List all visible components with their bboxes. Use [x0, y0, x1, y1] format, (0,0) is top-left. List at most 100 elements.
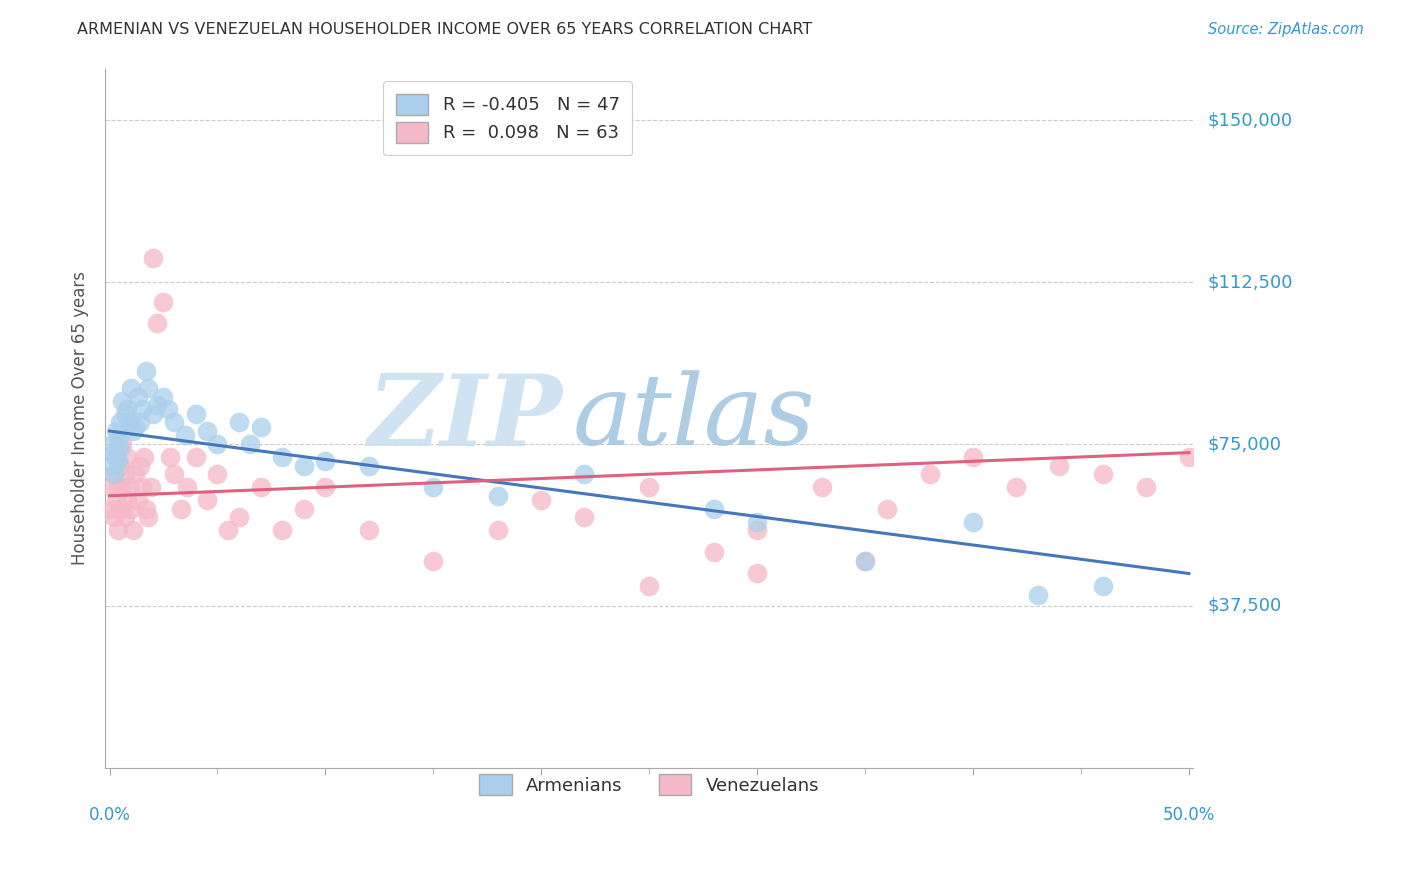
Point	[184, 407, 207, 421]
Point	[747, 524, 769, 538]
Point	[152, 294, 174, 309]
Point	[105, 450, 128, 464]
Point	[228, 416, 250, 430]
Point	[962, 450, 984, 464]
Text: ARMENIAN VS VENEZUELAN HOUSEHOLDER INCOME OVER 65 YEARS CORRELATION CHART: ARMENIAN VS VENEZUELAN HOUSEHOLDER INCOM…	[77, 22, 813, 37]
Point	[146, 398, 169, 412]
Point	[530, 493, 553, 508]
Point	[127, 390, 149, 404]
Point	[110, 442, 132, 456]
Point	[146, 316, 169, 330]
Point	[152, 390, 174, 404]
Point	[1026, 588, 1049, 602]
Point	[142, 407, 165, 421]
Point	[853, 553, 876, 567]
Point	[1047, 458, 1070, 473]
Point	[574, 510, 596, 524]
Point	[124, 419, 146, 434]
Point	[1091, 467, 1114, 482]
Point	[876, 501, 898, 516]
Point	[138, 381, 160, 395]
Text: ZIP: ZIP	[367, 370, 562, 467]
Point	[100, 437, 122, 451]
Legend: Armenians, Venezuelans: Armenians, Venezuelans	[467, 762, 832, 807]
Point	[100, 501, 122, 516]
Point	[163, 416, 186, 430]
Point	[128, 416, 150, 430]
Point	[107, 524, 129, 538]
Point	[103, 445, 125, 459]
Point	[1135, 480, 1157, 494]
Text: $150,000: $150,000	[1208, 112, 1292, 129]
Point	[747, 566, 769, 581]
Point	[135, 501, 157, 516]
Point	[110, 458, 132, 473]
Point	[127, 493, 149, 508]
Point	[103, 510, 125, 524]
Point	[120, 381, 142, 395]
Point	[132, 450, 155, 464]
Point	[249, 419, 271, 434]
Point	[422, 480, 444, 494]
Point	[115, 450, 138, 464]
Point	[139, 480, 162, 494]
Text: 50.0%: 50.0%	[1163, 806, 1215, 824]
Point	[111, 480, 134, 494]
Point	[142, 252, 165, 266]
Point	[811, 480, 834, 494]
Point	[747, 515, 769, 529]
Point	[271, 450, 294, 464]
Text: $112,500: $112,500	[1208, 273, 1292, 291]
Point	[314, 454, 336, 468]
Point	[195, 493, 218, 508]
Point	[105, 493, 128, 508]
Point	[110, 416, 132, 430]
Point	[184, 450, 207, 464]
Point	[107, 454, 129, 468]
Point	[100, 480, 122, 494]
Point	[114, 407, 136, 421]
Point	[110, 501, 132, 516]
Text: $75,000: $75,000	[1208, 435, 1281, 453]
Point	[1005, 480, 1028, 494]
Point	[703, 501, 725, 516]
Point	[114, 510, 136, 524]
Point	[357, 524, 380, 538]
Point	[176, 480, 198, 494]
Point	[107, 480, 129, 494]
Point	[638, 579, 661, 593]
Point	[163, 467, 186, 482]
Point	[118, 416, 141, 430]
Point	[135, 364, 157, 378]
Point	[314, 480, 336, 494]
Point	[122, 424, 145, 438]
Point	[292, 458, 315, 473]
Text: atlas: atlas	[574, 370, 815, 466]
Point	[574, 467, 596, 482]
Point	[422, 553, 444, 567]
Point	[118, 480, 141, 494]
Point	[103, 467, 125, 482]
Point	[128, 458, 150, 473]
Point	[271, 524, 294, 538]
Point	[195, 424, 218, 438]
Point	[292, 501, 315, 516]
Point	[100, 458, 122, 473]
Point	[105, 450, 128, 464]
Text: 0.0%: 0.0%	[89, 806, 131, 824]
Point	[111, 393, 134, 408]
Point	[111, 437, 134, 451]
Point	[124, 467, 146, 482]
Point	[853, 553, 876, 567]
Point	[138, 510, 160, 524]
Point	[239, 437, 262, 451]
Point	[207, 467, 229, 482]
Point	[159, 450, 181, 464]
Point	[122, 524, 145, 538]
Point	[918, 467, 941, 482]
Point	[156, 402, 179, 417]
Point	[962, 515, 984, 529]
Point	[174, 428, 197, 442]
Point	[131, 402, 153, 417]
Text: Source: ZipAtlas.com: Source: ZipAtlas.com	[1208, 22, 1364, 37]
